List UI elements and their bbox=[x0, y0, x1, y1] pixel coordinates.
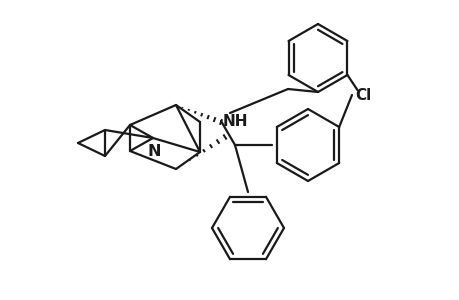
Text: N: N bbox=[147, 143, 160, 158]
Text: Cl: Cl bbox=[354, 88, 370, 103]
Text: NH: NH bbox=[222, 113, 247, 128]
